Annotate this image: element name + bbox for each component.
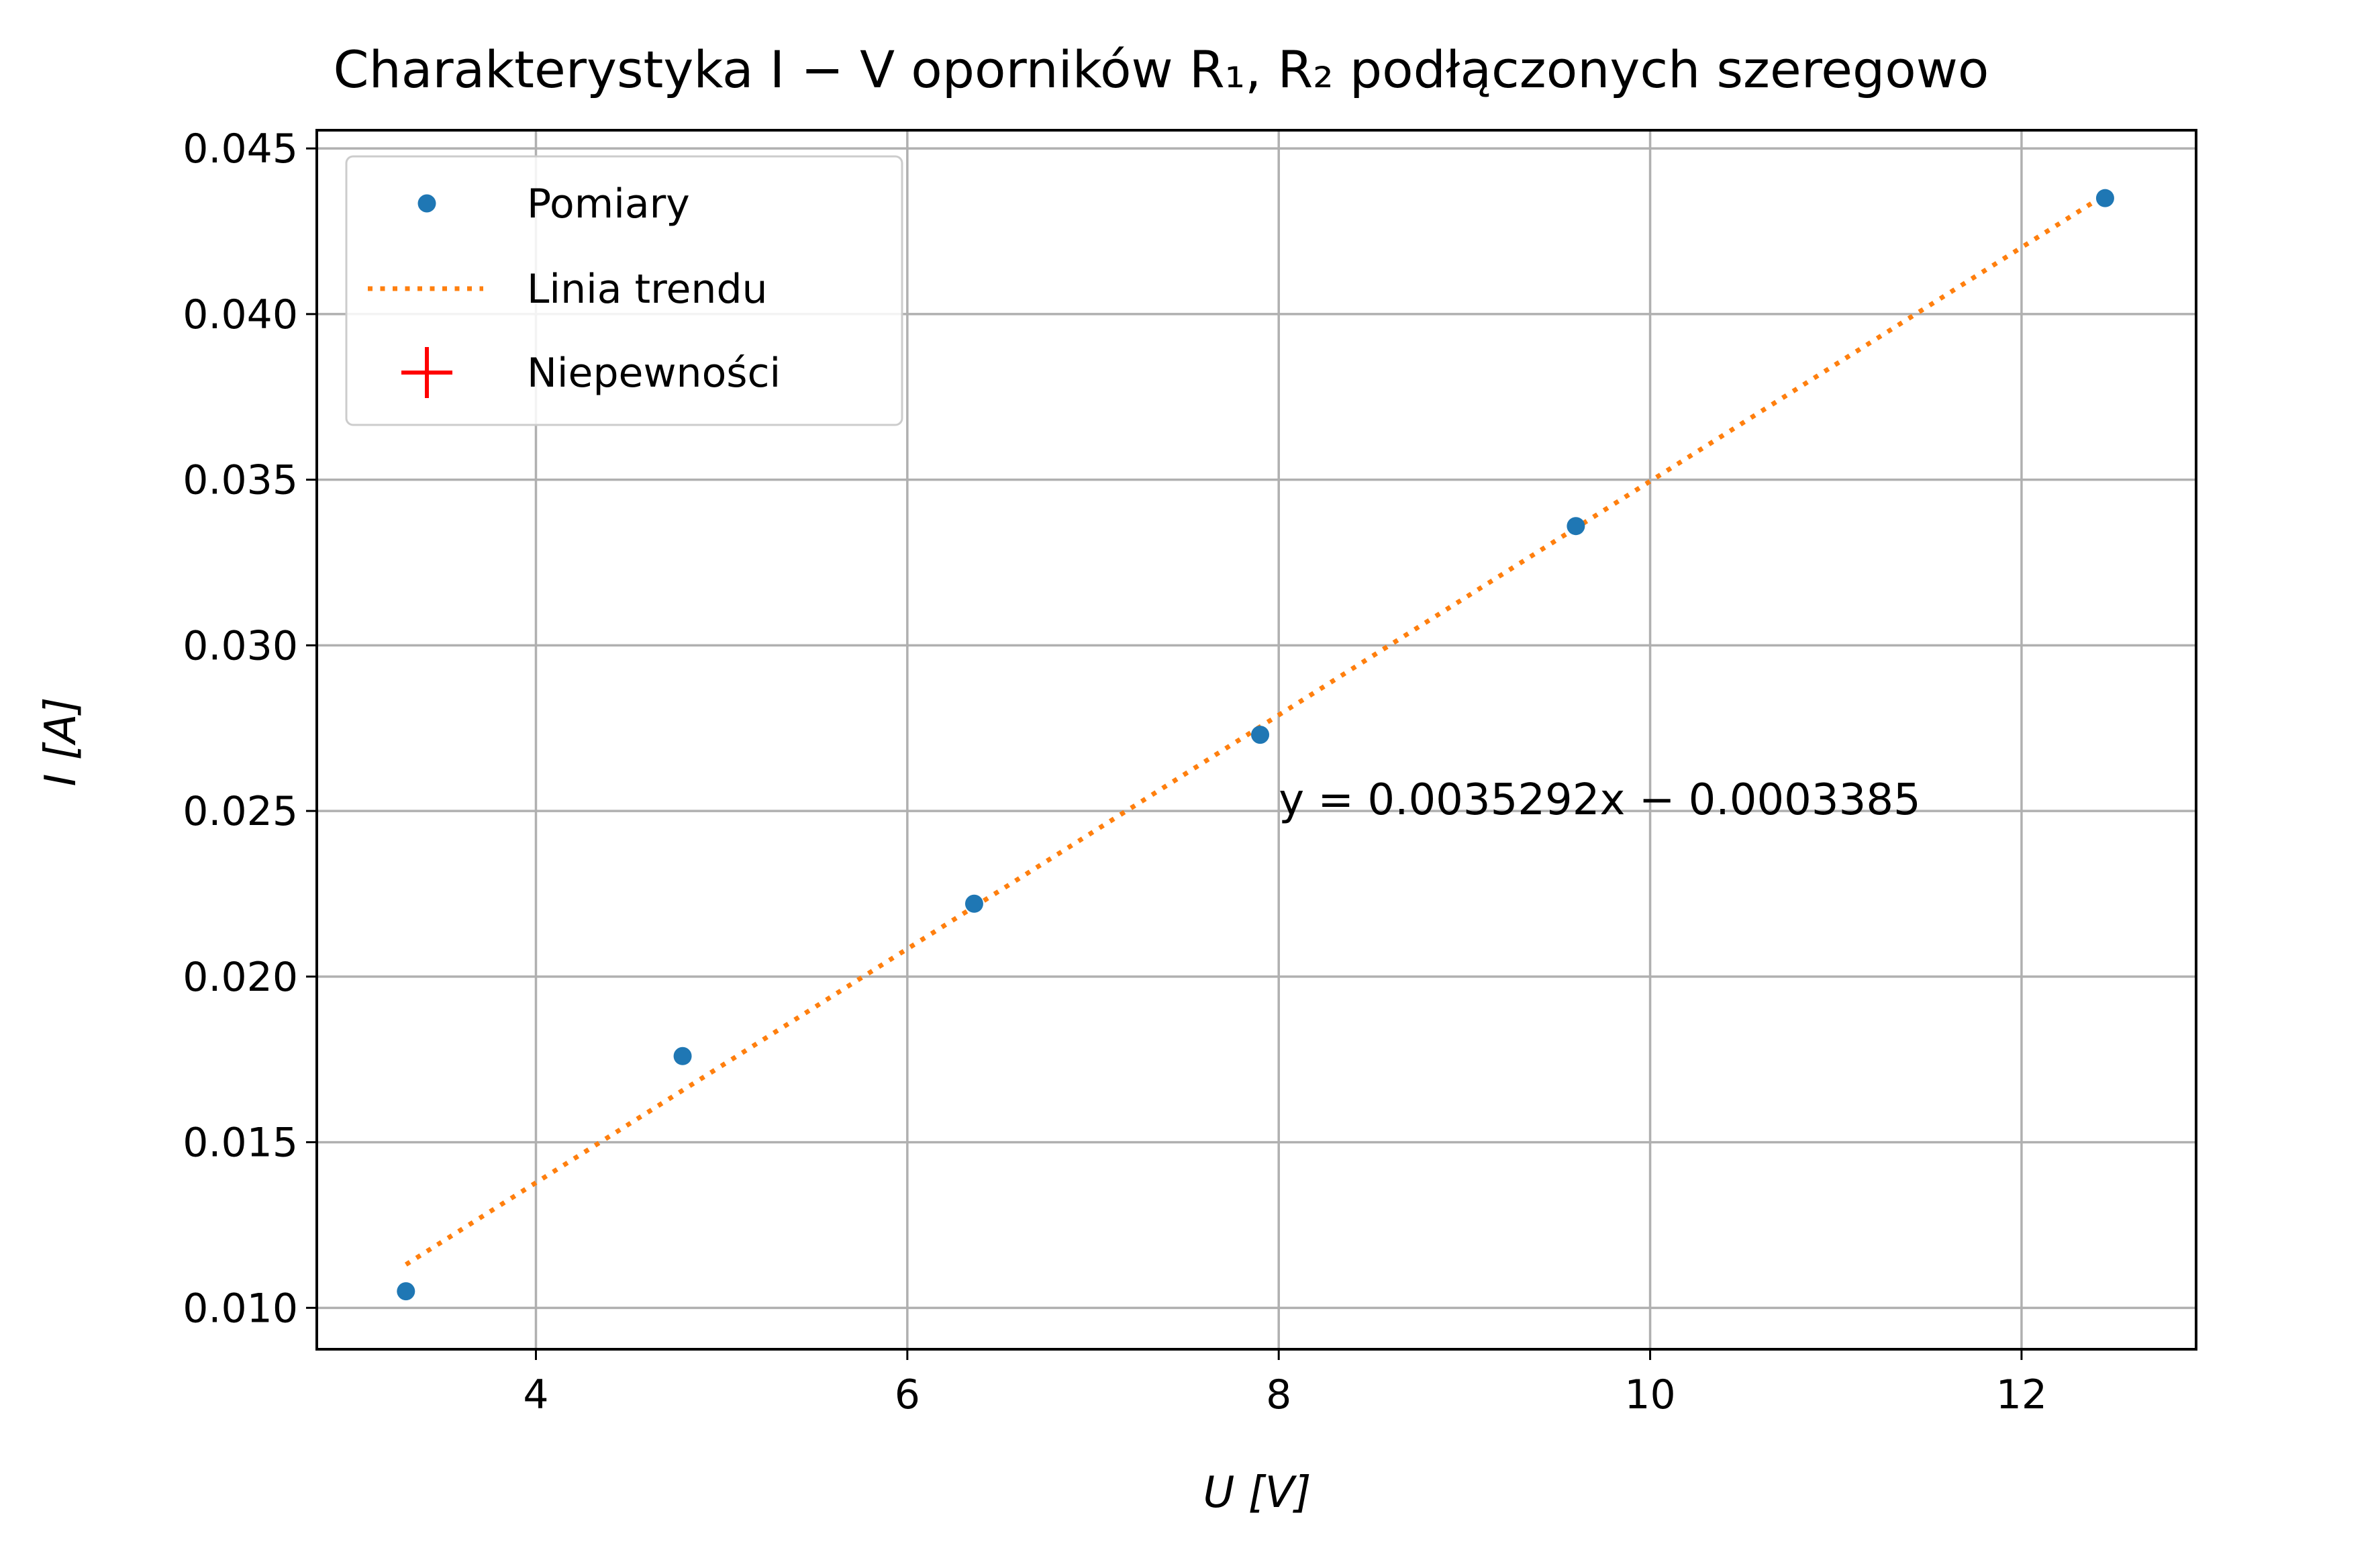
x-tick-label: 10: [1624, 1371, 1675, 1418]
y-tick-label: 0.025: [183, 788, 298, 835]
chart-title: Charakterystyka I − V oporników R₁, R₂ p…: [334, 40, 1989, 99]
legend-label: Pomiary: [527, 181, 690, 228]
measurement-point: [673, 1047, 692, 1065]
y-tick-label: 0.010: [183, 1285, 298, 1332]
measurement-point: [397, 1282, 415, 1301]
y-tick-label: 0.030: [183, 622, 298, 669]
plot-frame: [315, 129, 2197, 1351]
y-tick-label: 0.015: [183, 1120, 298, 1167]
measurement-point: [1567, 517, 1585, 536]
y-tick-label: 0.045: [183, 126, 298, 173]
measurement-point: [1251, 726, 1270, 744]
x-tick-label: 6: [895, 1371, 920, 1418]
measurement-point: [2095, 189, 2114, 207]
x-tick-label: 4: [523, 1371, 548, 1418]
x-tick-label: 12: [1996, 1371, 2047, 1418]
measurement-point: [964, 894, 983, 913]
y-tick-label: 0.035: [183, 457, 298, 504]
x-axis-title: U [V]: [1203, 1468, 1311, 1518]
legend-marker-pomiary: [417, 194, 436, 213]
legend-box: [345, 155, 903, 426]
legend-label: Niepewności: [527, 350, 781, 397]
y-tick-label: 0.040: [183, 291, 298, 338]
axis-ticks: 4 6 8 10 12 0.010 0.015 0.020 0.025 0.030 0.035 0.0…: [183, 126, 2047, 1418]
legend-label: Linia trendu: [527, 266, 768, 313]
y-axis-title: I [A]: [36, 697, 86, 787]
legend: Pomiary Linia trendu Niepewności: [345, 155, 903, 426]
trend-equation-annotation: y = 0.0035292x − 0.0003385: [1279, 775, 1921, 825]
y-tick-label: 0.020: [183, 954, 298, 1001]
x-tick-label: 8: [1266, 1371, 1291, 1418]
annotation-layer: y = 0.0035292x − 0.0003385: [1279, 775, 1921, 825]
measurement-points-layer: [397, 189, 2114, 1301]
